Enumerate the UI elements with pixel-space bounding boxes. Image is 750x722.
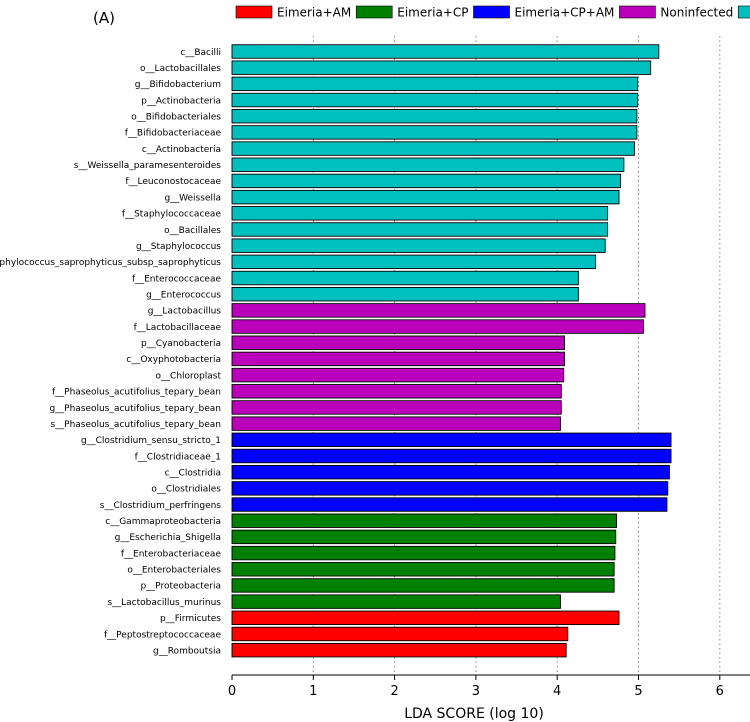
bar [231,384,562,399]
y-tick-label: o__Clostridiales [151,485,221,495]
bar [231,545,616,561]
y-tick-label: s__Phaseolus_acutifolius_tepary_bean [50,420,221,430]
y-tick-label: f__Phaseolus_acutifolius_tepary_bean [52,388,221,398]
bar [231,400,562,415]
y-tick-label: f__Lactobacillaceae [134,323,222,333]
y-tick-label: p__Actinobacteria [141,96,221,106]
bar [231,578,615,593]
y-tick-label: taphylococcus_saprophyticus_subsp_saprop… [0,258,221,268]
y-tick-label: c__Actinobacteria [142,145,221,155]
bar [231,270,579,286]
bar [231,44,660,59]
bar [231,222,609,237]
bar [231,319,644,334]
bar [231,610,620,625]
bar [231,189,620,205]
y-tick-label: o__Bifidobacteriales [131,113,221,123]
y-tick-label: f__Peptostreptococcaceae [104,630,221,640]
y-tick-label: s__Weissella_paramesenteroides [74,161,222,171]
panel-label: (A) [93,9,115,27]
y-tick-label: o__Chloroplast [156,371,222,381]
bar [231,529,617,545]
bar [231,513,617,528]
x-tick-label: 2 [390,684,398,699]
y-tick-label: g__Weissella [164,193,221,203]
legend-swatch [619,5,656,19]
bar [231,206,609,221]
y-tick-label: g__Romboutsia [153,646,221,656]
x-tick-label: 4 [553,684,561,699]
x-tick-label: 0 [228,684,236,699]
x-tick-label: 6 [716,684,724,699]
bar [231,254,596,270]
y-tick-label: f__Enterococcaceae [132,274,222,284]
legend-swatch [737,5,750,19]
bar [231,448,672,464]
bar [231,238,606,253]
y-tick-label: g__Bifidobacterium [135,80,221,90]
legend-label: Eimeria+CP+AM [515,6,615,20]
legend: Eimeria+AM Eimeria+CP Eimeria+CP+AM Noninfe… [235,5,750,20]
bar [231,76,639,92]
legend-label: Eimeria+AM [277,6,351,20]
y-tick-label: g__Lactobacillus [148,307,222,317]
x-axis-title: LDA SCORE (log 10) [404,706,544,722]
bar [231,173,622,189]
y-tick-label: g__Staphylococcus [136,242,221,252]
y-tick-label: o__Lactobacillales [140,64,221,74]
bar [231,303,646,318]
y-tick-label: c__Gammaproteobacteria [105,517,221,527]
x-axis: 0 1 2 3 4 5 6 [228,674,750,699]
bar [231,351,565,367]
y-tick-label: f__Leuconostocaceae [125,177,221,187]
bar [231,497,668,512]
bars [231,44,672,658]
y-tick-label: c__Clostridia [165,468,221,478]
y-tick-label: g__Clostridium_sensu_stricto_1 [81,436,221,446]
y-tick-label: c__Oxyphotobacteria [126,355,221,365]
legend-swatch [235,5,273,19]
y-tick-label: p__Proteobacteria [140,582,221,592]
bar [231,432,672,448]
bar [231,141,635,156]
y-tick-label: f__Enterobacteriaceae [121,549,222,559]
bar [231,626,569,642]
bar [231,92,639,108]
bar [231,642,567,658]
bar [231,562,615,577]
bar [231,125,638,140]
y-tick-label: s__Lactobacillus_murinus [107,598,221,608]
legend-label: Eimeria+CP [397,6,468,20]
bar [231,416,561,431]
bar [231,335,565,350]
y-tick-labels: c__Bacilli o__Lactobacillales g__Bifidobac… [0,48,221,657]
bar [231,157,625,172]
bar [231,481,669,496]
legend-label: Noninfected [660,6,733,20]
legend-swatch [473,5,510,19]
y-tick-label: f__Clostridiaceae_1 [135,452,221,462]
y-tick-label: o__Bacillales [164,226,221,236]
bar [231,109,638,124]
bar [231,594,561,609]
x-tick-label: 1 [309,684,317,699]
y-tick-label: p__Cyanobacteria [141,339,221,349]
x-tick-label: 5 [634,684,642,699]
bar [231,60,652,75]
y-tick-label: c__Bacilli [180,48,221,58]
y-tick-label: g__Escherichia_Shigella [115,533,221,543]
y-tick-label: g__Enterococcus [146,291,221,301]
y-tick-label: f__Staphylococcaceae [122,210,222,220]
x-tick-label: 3 [472,684,480,699]
legend-swatch [355,5,393,19]
bar [231,287,579,302]
y-tick-label: o__Enterobacteriales [127,566,221,576]
bar [231,367,565,383]
y-tick-label: g__Phaseolus_acutifolius_tepary_bean [49,404,221,414]
y-tick-label: p__Firmicutes [160,614,221,624]
y-tick-label: f__Bifidobacteriaceae [125,129,222,139]
bar [231,464,670,480]
y-tick-label: s__Clostridium_perfringens [100,501,222,511]
